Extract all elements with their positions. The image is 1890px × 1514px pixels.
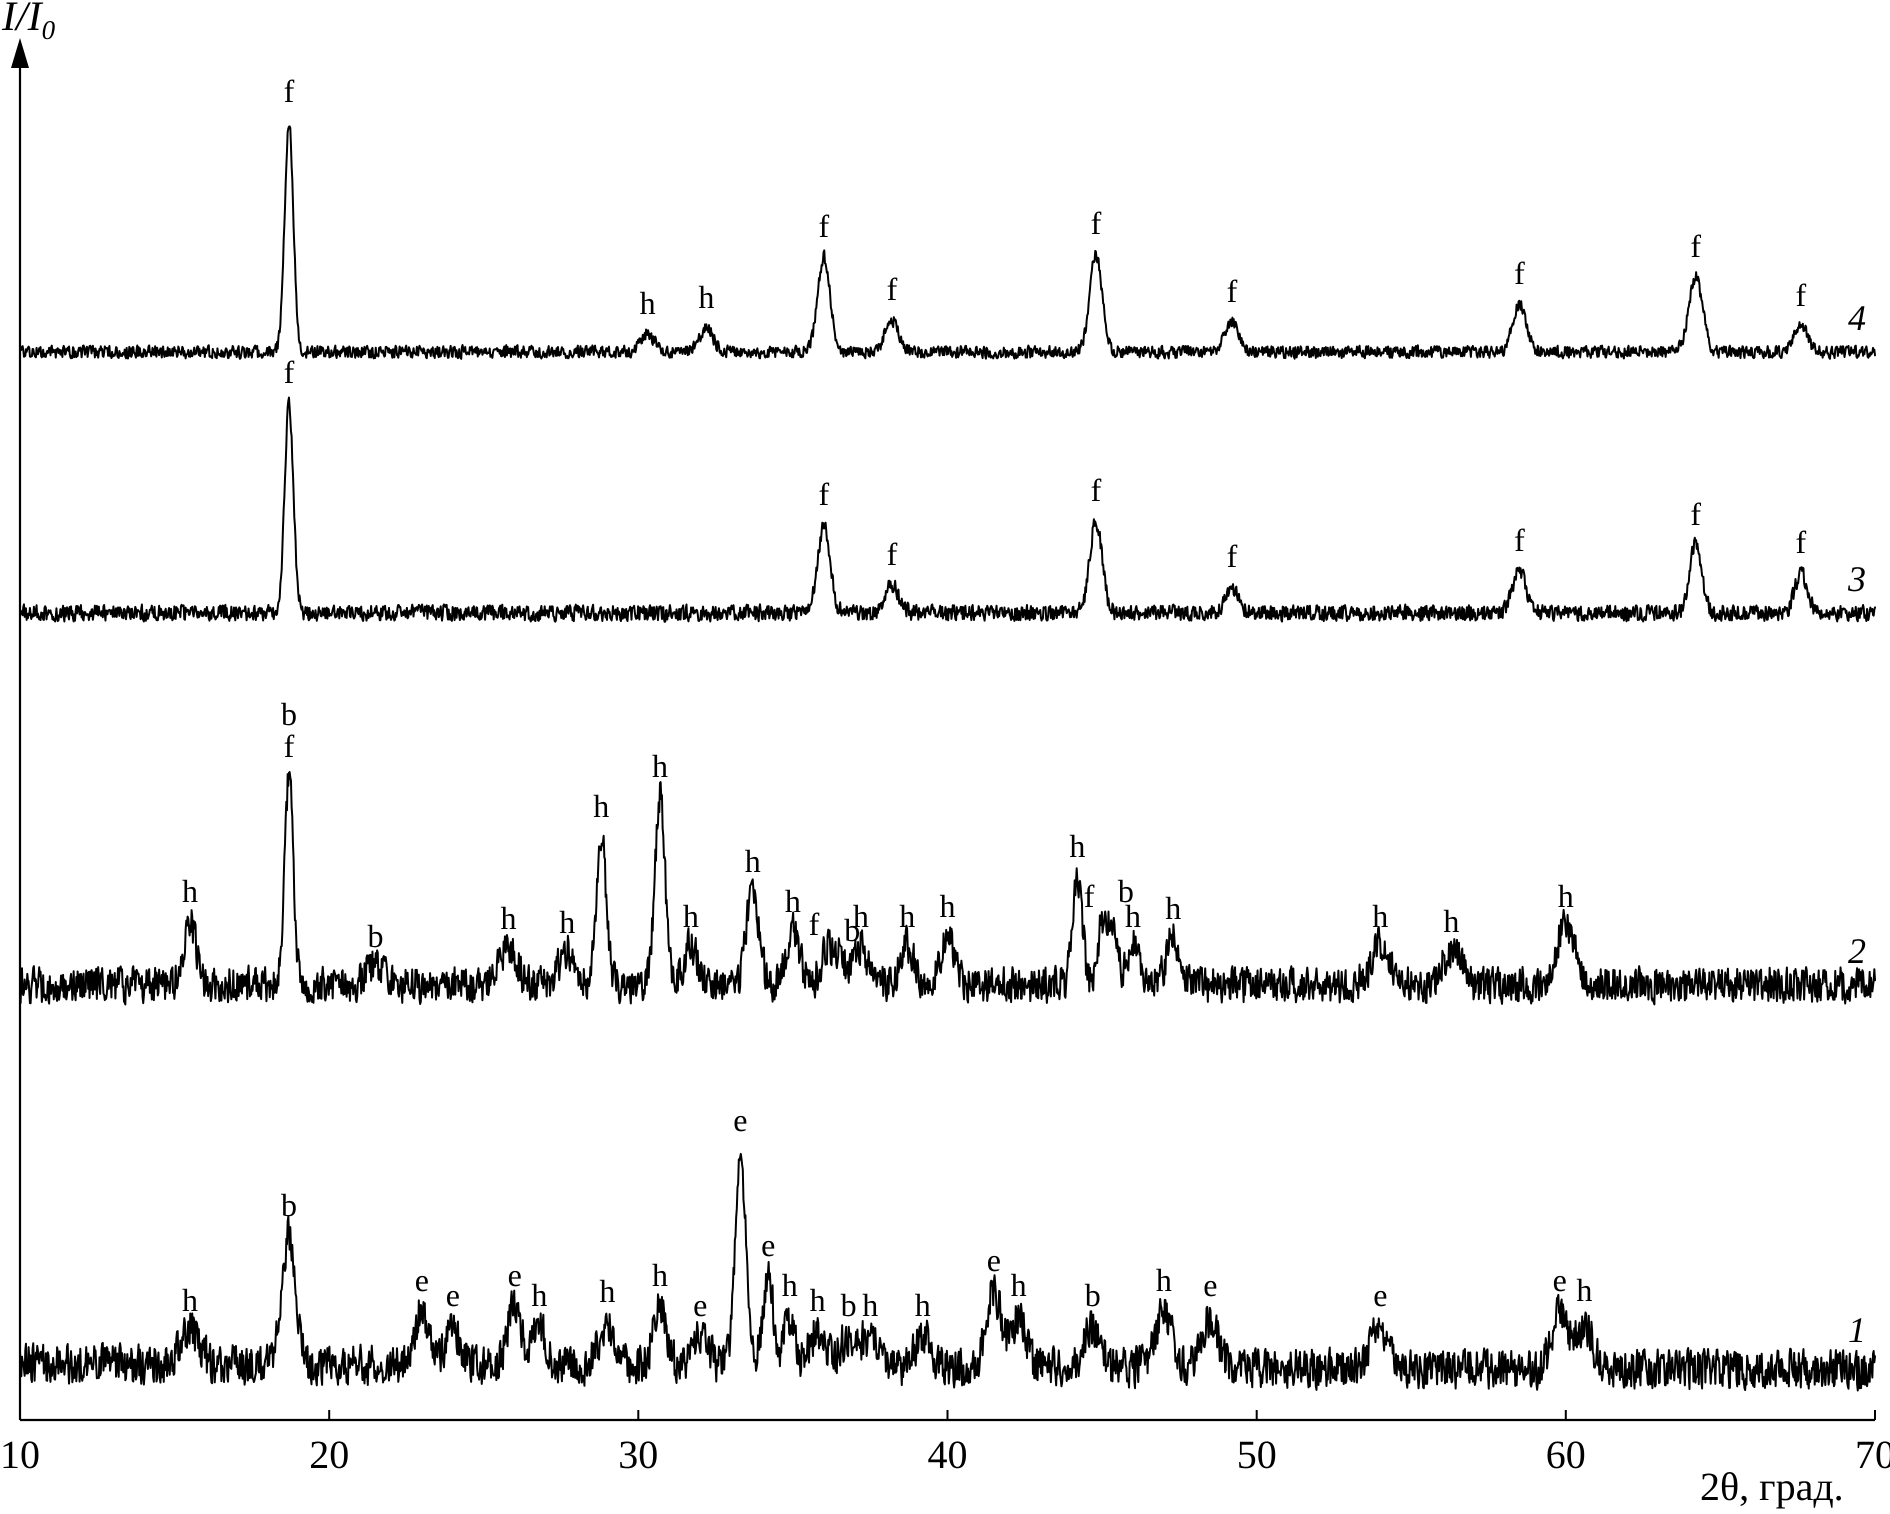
svg-text:f: f [1514, 255, 1525, 291]
svg-text:f: f [1514, 522, 1525, 558]
svg-text:f: f [887, 536, 898, 572]
svg-text:e: e [446, 1277, 460, 1313]
svg-text:b: b [281, 696, 297, 732]
svg-text:h: h [1443, 903, 1459, 939]
svg-text:30: 30 [618, 1432, 658, 1477]
svg-text:f: f [284, 73, 295, 109]
svg-text:f: f [809, 906, 820, 942]
svg-text:h: h [810, 1282, 826, 1318]
svg-text:h: h [531, 1277, 547, 1313]
svg-text:h: h [683, 898, 699, 934]
svg-text:f: f [284, 354, 295, 390]
svg-text:h: h [862, 1287, 878, 1323]
svg-text:h: h [1576, 1272, 1592, 1308]
svg-text:h: h [698, 279, 714, 315]
svg-text:h: h [785, 883, 801, 919]
svg-text:f: f [1690, 496, 1701, 532]
svg-text:h: h [899, 898, 915, 934]
svg-text:f: f [887, 271, 898, 307]
svg-text:b: b [281, 1187, 297, 1223]
svg-text:e: e [693, 1287, 707, 1323]
svg-text:20: 20 [309, 1432, 349, 1477]
svg-text:h: h [1011, 1267, 1027, 1303]
svg-text:2: 2 [1848, 931, 1866, 971]
svg-text:h: h [1156, 1262, 1172, 1298]
svg-text:h: h [1165, 890, 1181, 926]
svg-text:1: 1 [1848, 1310, 1866, 1350]
svg-text:f: f [1227, 273, 1238, 309]
svg-text:40: 40 [928, 1432, 968, 1477]
svg-text:b: b [368, 918, 384, 954]
svg-text:f: f [1084, 878, 1095, 914]
svg-text:h: h [853, 898, 869, 934]
svg-text:h: h [559, 904, 575, 940]
svg-text:h: h [182, 1282, 198, 1318]
svg-text:e: e [987, 1242, 1001, 1278]
svg-text:h: h [640, 285, 656, 321]
svg-text:h: h [745, 843, 761, 879]
svg-text:e: e [1553, 1262, 1567, 1298]
svg-text:e: e [761, 1227, 775, 1263]
svg-text:e: e [508, 1257, 522, 1293]
svg-text:h: h [1558, 878, 1574, 914]
svg-text:h: h [915, 1287, 931, 1323]
svg-text:50: 50 [1237, 1432, 1277, 1477]
svg-text:3: 3 [1847, 559, 1866, 599]
svg-text:e: e [1373, 1277, 1387, 1313]
svg-text:f: f [818, 208, 829, 244]
svg-text:h: h [652, 1257, 668, 1293]
svg-text:h: h [182, 873, 198, 909]
svg-text:h: h [1372, 898, 1388, 934]
svg-text:h: h [782, 1267, 798, 1303]
svg-text:f: f [1227, 538, 1238, 574]
svg-text:e: e [733, 1102, 747, 1138]
svg-text:2θ, град.: 2θ, град. [1700, 1464, 1844, 1509]
svg-text:h: h [593, 788, 609, 824]
svg-text:h: h [1125, 898, 1141, 934]
svg-text:f: f [818, 476, 829, 512]
svg-text:f: f [1091, 472, 1102, 508]
svg-text:b: b [841, 1287, 857, 1323]
svg-text:f: f [1091, 205, 1102, 241]
svg-text:f: f [1690, 228, 1701, 264]
svg-text:70: 70 [1855, 1432, 1890, 1477]
svg-text:f: f [284, 728, 295, 764]
svg-text:h: h [652, 748, 668, 784]
svg-text:10: 10 [0, 1432, 40, 1477]
svg-text:e: e [415, 1262, 429, 1298]
svg-text:e: e [1203, 1267, 1217, 1303]
svg-text:h: h [501, 900, 517, 936]
svg-text:4: 4 [1848, 298, 1866, 338]
svg-text:60: 60 [1546, 1432, 1586, 1477]
svg-text:h: h [940, 888, 956, 924]
svg-text:f: f [1795, 524, 1806, 560]
svg-text:b: b [1085, 1277, 1101, 1313]
svg-text:h: h [1069, 828, 1085, 864]
svg-text:f: f [1795, 277, 1806, 313]
svg-text:h: h [599, 1273, 615, 1309]
